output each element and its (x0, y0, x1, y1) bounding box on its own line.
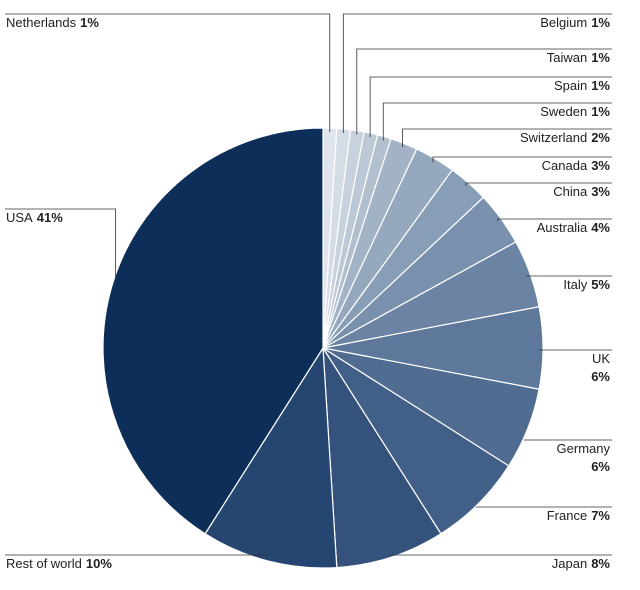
slice-label: Germany 6% (557, 441, 611, 474)
leader-line (402, 128, 612, 148)
slice-value: 7% (591, 508, 610, 523)
slice-label: Italy 5% (563, 277, 610, 292)
slice-name: USA (6, 210, 33, 225)
slice-name: France (547, 508, 587, 523)
slice-value: 1% (591, 50, 610, 65)
slice-name: Switzerland (520, 130, 587, 145)
slice-value: 2% (591, 130, 610, 145)
slice-label: USA 41% (6, 210, 63, 225)
leader-line (497, 218, 612, 222)
leader-line (356, 48, 612, 135)
slice-name: Spain (554, 78, 587, 93)
slice-label: Belgium 1% (540, 15, 610, 30)
slice-name: Belgium (540, 15, 587, 30)
slice-value: 41% (37, 210, 63, 225)
slice-name: Australia (537, 220, 588, 235)
slice-name: Netherlands (6, 15, 77, 30)
leader-line (5, 208, 116, 288)
leader-line (342, 13, 612, 133)
slice-name: Taiwan (547, 50, 587, 65)
slice-label: China 3% (553, 184, 610, 199)
slice-name: Sweden (540, 104, 587, 119)
pie-slice (322, 347, 442, 569)
slice-name: Germany (557, 441, 611, 456)
slice-label: Spain 1% (554, 78, 610, 93)
slice-value: 3% (591, 184, 610, 199)
slice-label: Taiwan 1% (547, 50, 611, 65)
slice-value: 4% (591, 220, 610, 235)
slice-name: Rest of world (6, 556, 82, 571)
leader-line (465, 182, 612, 186)
slice-label: Canada 3% (542, 158, 611, 173)
slice-value: 3% (591, 158, 610, 173)
slice-value: 10% (86, 556, 112, 571)
slice-value: 1% (591, 78, 610, 93)
leader-line (369, 76, 612, 138)
slice-label: Australia 4% (537, 220, 611, 235)
slice-name: China (553, 184, 588, 199)
slice-label: UK 6% (591, 351, 610, 384)
slice-label: Switzerland 2% (520, 130, 610, 145)
slice-name: Japan (552, 556, 587, 571)
slice-value: 8% (591, 556, 610, 571)
slice-label: Netherlands 1% (6, 15, 99, 30)
leader-line (5, 13, 331, 133)
slice-value: 5% (591, 277, 610, 292)
slice-value: 1% (591, 15, 610, 30)
slice-value: 6% (591, 459, 610, 474)
slice-name: Italy (563, 277, 587, 292)
leader-line (382, 102, 612, 141)
slice-label: France 7% (547, 508, 611, 523)
slice-label: Rest of world 10% (6, 556, 112, 571)
pie-slice (102, 127, 324, 535)
slice-name: Canada (542, 158, 588, 173)
slice-label: Sweden 1% (540, 104, 610, 119)
slice-label: Japan 8% (552, 556, 611, 571)
slice-value: 1% (591, 104, 610, 119)
slice-value: 1% (80, 15, 99, 30)
slice-value: 6% (591, 369, 610, 384)
pie-slice (204, 346, 338, 569)
leader-line (432, 156, 612, 163)
slice-name: UK (592, 351, 610, 366)
